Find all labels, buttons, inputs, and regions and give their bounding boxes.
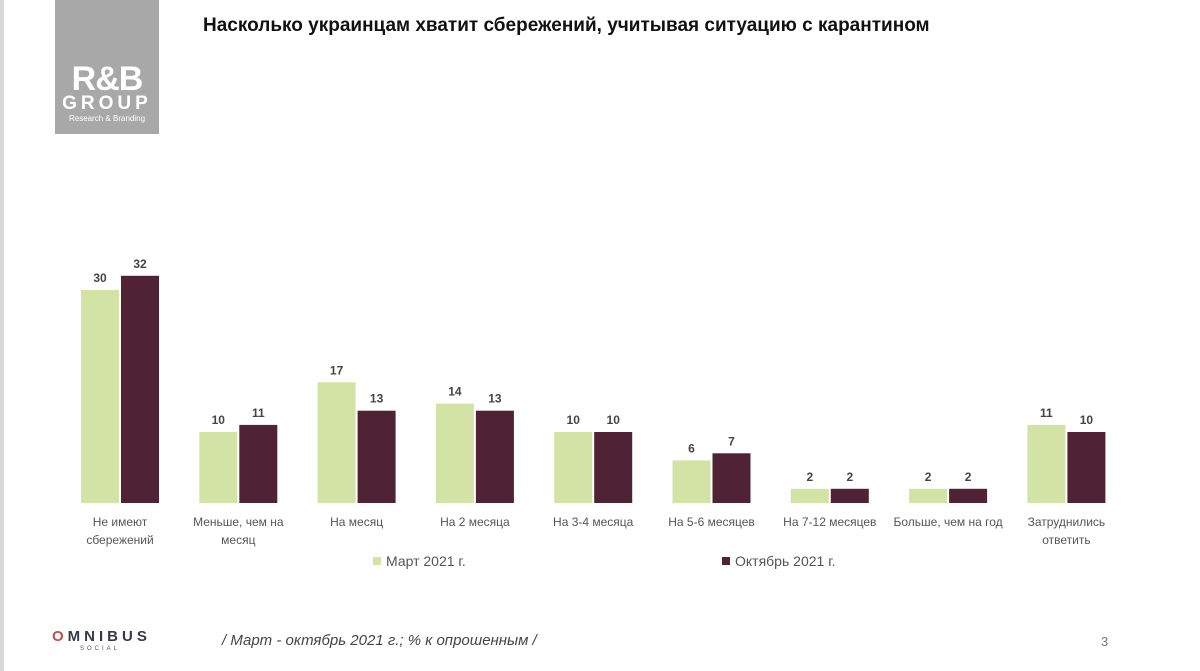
- logo-group: GROUP: [62, 93, 152, 114]
- bar: [672, 460, 711, 503]
- category-label: месяц: [221, 533, 255, 547]
- category-label: На месяц: [330, 515, 383, 529]
- bar: [909, 488, 948, 503]
- data-label: 11: [1040, 406, 1053, 420]
- bar: [949, 488, 988, 503]
- data-label: 2: [965, 470, 972, 484]
- legend-label: Октябрь 2021 г.: [735, 553, 835, 569]
- logo-text: R&B: [71, 60, 144, 98]
- logo-sub: Research & Branding: [68, 114, 146, 123]
- footnote: / Март - октябрь 2021 г.; % к опрошенным…: [222, 632, 537, 649]
- data-label: 13: [370, 392, 384, 406]
- bar: [790, 488, 829, 503]
- bar: [435, 403, 474, 503]
- chart-title: Насколько украинцам хватит сбережений, у…: [203, 15, 930, 36]
- data-label: 10: [607, 413, 621, 427]
- legend-swatch: [373, 557, 381, 565]
- bar: [317, 382, 356, 503]
- data-label: 10: [567, 413, 581, 427]
- category-label: Не имеют: [93, 515, 148, 529]
- category-label: На 7-12 месяцев: [783, 515, 876, 529]
- data-label: 10: [212, 413, 226, 427]
- bar: [594, 432, 633, 503]
- category-label: Меньше, чем на: [193, 515, 284, 529]
- bar: [1067, 432, 1106, 503]
- omnibus-sub: SOCIAL: [80, 646, 121, 652]
- category-label: На 2 месяца: [440, 515, 510, 529]
- bar: [81, 290, 119, 503]
- data-label: 2: [806, 470, 813, 484]
- data-label: 30: [93, 271, 107, 285]
- category-label: На 5-6 месяцев: [668, 515, 755, 529]
- bar: [357, 410, 396, 503]
- bar: [199, 432, 238, 503]
- slide-edge: [0, 0, 4, 671]
- data-label: 2: [925, 470, 932, 484]
- category-label: На 3-4 месяца: [553, 515, 634, 529]
- data-label: 17: [330, 363, 344, 377]
- bar: [239, 424, 278, 503]
- legend-label: Март 2021 г.: [386, 553, 466, 569]
- bar: [830, 488, 869, 503]
- category-label: Больше, чем на год: [894, 515, 1003, 529]
- data-label: 2: [846, 470, 853, 484]
- data-label: 6: [688, 441, 695, 455]
- bar: [475, 410, 514, 503]
- data-label: 10: [1080, 413, 1094, 427]
- omnibus-logo: OMNIBUS: [52, 628, 151, 645]
- data-label: 7: [728, 434, 735, 448]
- category-label: сбережений: [86, 533, 153, 547]
- data-label: 14: [448, 385, 462, 399]
- bar: [1027, 424, 1066, 503]
- bar: [121, 275, 159, 503]
- category-label: Затруднились: [1028, 515, 1106, 529]
- bar: [554, 432, 593, 503]
- bar: [712, 453, 751, 503]
- data-label: 13: [488, 392, 502, 406]
- data-label: 32: [133, 257, 147, 271]
- legend-swatch: [722, 557, 730, 565]
- rb-group-logo: R&B GROUP Research & Branding: [55, 0, 159, 134]
- page-number: 3: [1101, 634, 1109, 649]
- category-label: ответить: [1042, 533, 1090, 547]
- data-label: 11: [252, 406, 265, 420]
